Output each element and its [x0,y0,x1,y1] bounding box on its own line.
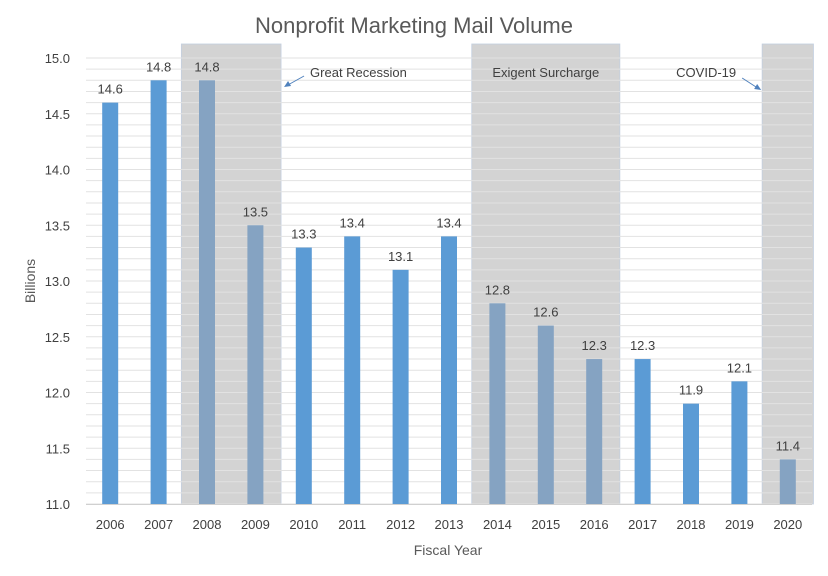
data-label-2008: 14.8 [194,59,219,74]
bar-2020 [779,459,796,504]
bar-2014 [489,303,506,504]
x-tick-label-2016: 2016 [580,517,609,532]
bar-2011 [344,236,361,504]
data-label-2015: 12.6 [533,305,558,320]
axes: 11.0 11.5 12.0 12.5 13.0 13.5 14.0 14.5 15.0 2006… [45,51,812,532]
x-tick-label-2013: 2013 [435,517,464,532]
data-label-2013: 13.4 [436,215,461,230]
data-label-2017: 12.3 [630,338,655,353]
y-tick-label: 12.0 [45,386,70,401]
x-tick-label-2017: 2017 [628,517,657,532]
data-label-2007: 14.8 [146,59,171,74]
x-tick-label-2009: 2009 [241,517,270,532]
bar-2012 [392,269,409,504]
bar-2018 [683,403,699,504]
data-label-2011: 13.4 [340,215,365,230]
y-tick-label: 15.0 [45,51,70,66]
bar-2006 [102,102,119,504]
annotation-great-recession: Great Recession [310,65,407,80]
x-tick-label-2006: 2006 [96,517,125,532]
x-tick-label-2010: 2010 [289,517,318,532]
bar-2017 [634,359,651,504]
chart-title: Nonprofit Marketing Mail Volume [255,13,573,38]
bar-2013 [441,236,457,504]
x-tick-label-2011: 2011 [338,517,366,532]
y-tick-label: 11.5 [46,441,70,456]
shaded-period-2 [761,43,814,505]
x-tick-label-2019: 2019 [725,517,754,532]
x-tick-label-2012: 2012 [386,517,415,532]
y-tick-label: 14.5 [45,107,70,122]
data-label-2009: 13.5 [243,204,268,219]
y-tick-label: 13.0 [45,274,70,289]
data-label-2014: 12.8 [485,282,510,297]
bars [102,80,796,505]
y-tick-label: 14.0 [45,163,70,178]
x-axis-title: Fiscal Year [414,542,483,558]
bar-2010 [295,247,312,505]
y-axis-title: Billions [22,259,38,303]
data-label-2006: 14.6 [98,82,123,97]
annotation-exigent-surcharge: Exigent Surcharge [492,65,599,80]
y-tick-label: 12.5 [45,330,70,345]
annotation-arrowhead-great-recession [284,81,292,87]
shaded-period-0 [180,43,282,505]
x-tick-label-2018: 2018 [677,517,706,532]
data-label-2016: 12.3 [582,338,607,353]
bar-2016 [586,359,603,504]
y-tick-label: 11.0 [46,497,70,512]
data-label-2020: 11.4 [776,438,800,453]
x-tick-label-2008: 2008 [193,517,222,532]
x-tick-label-2015: 2015 [531,517,560,532]
data-label-2010: 13.3 [291,227,316,242]
bar-2015 [537,325,554,504]
bar-2019 [731,381,748,504]
annotations: Great Recession Exigent Surcharge COVID-19 [284,65,762,90]
bar-2007 [150,80,167,505]
data-label-2012: 13.1 [388,249,413,264]
y-tick-label: 13.5 [45,218,70,233]
x-tick-label-2014: 2014 [483,517,512,532]
bar-2009 [247,225,264,504]
bar-2008 [199,80,215,505]
x-tick-label-2007: 2007 [144,517,173,532]
data-label-2018: 11.9 [679,383,703,398]
annotation-covid-19: COVID-19 [676,65,736,80]
data-label-2019: 12.1 [727,360,752,375]
x-tick-label-2020: 2020 [773,517,802,532]
data-labels: 14.6 14.8 14.8 13.5 13.3 13.4 13.1 13.4 12.8 12.6… [98,59,800,453]
annotation-arrowhead-covid-19 [754,84,762,90]
